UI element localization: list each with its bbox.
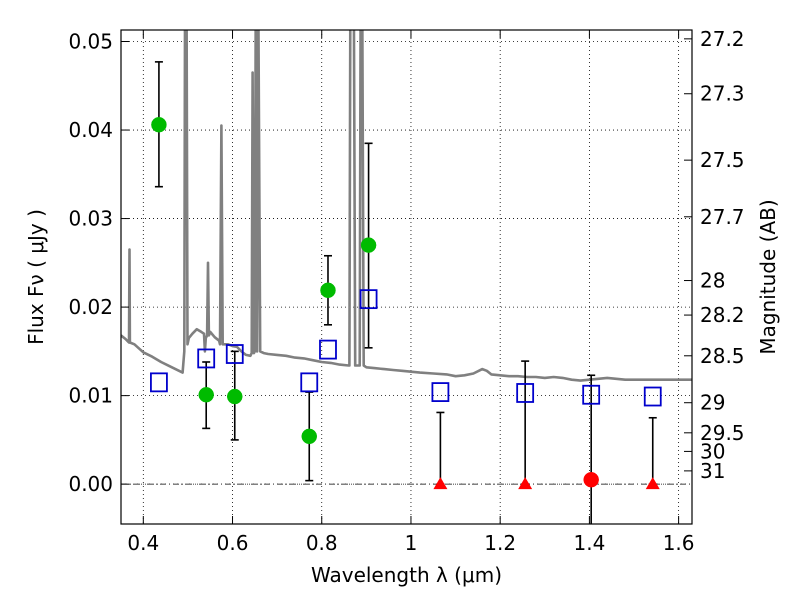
x-tick-label: 1.2 xyxy=(484,531,516,555)
y-tick-label: 0.05 xyxy=(68,30,113,54)
y-axis-label: Flux Fν ( μJy ) xyxy=(24,209,48,345)
y-tick-label: 0.04 xyxy=(68,118,113,142)
right-axis-label: Magnitude (AB) xyxy=(756,199,780,354)
model-photometry-marker xyxy=(516,383,535,403)
data-markers xyxy=(150,116,662,490)
plot-frame xyxy=(120,29,693,525)
x-tick-label: 0.4 xyxy=(127,531,159,555)
model-photometry-marker xyxy=(197,348,216,369)
model-photometry-marker xyxy=(643,386,662,407)
right-axis-tick-label: 29.5 xyxy=(700,421,745,445)
nondetection-marker xyxy=(583,471,599,488)
x-tick-label: 1.6 xyxy=(663,531,695,555)
right-axis-tick-label: 27.2 xyxy=(700,27,745,51)
y-tick-label: 0.00 xyxy=(68,472,113,496)
detection-marker xyxy=(151,116,167,133)
right-axis-tick-label: 27.5 xyxy=(700,148,745,172)
x-axis-label: Wavelength λ (μm) xyxy=(311,563,502,587)
right-axis-tick-label: 27.3 xyxy=(700,82,745,106)
right-axis-tick-label: 31 xyxy=(700,459,725,483)
detection-marker xyxy=(360,237,377,253)
detection-marker xyxy=(320,282,336,299)
upper-limit-marker xyxy=(645,477,660,490)
x-tick-label: 1.4 xyxy=(573,531,605,555)
model-photometry-marker xyxy=(582,384,601,405)
detection-marker xyxy=(227,388,243,405)
x-tick-label: 1 xyxy=(405,531,418,555)
model-photometry-marker xyxy=(431,382,450,402)
right-axis-tick-label: 28.5 xyxy=(700,344,745,368)
right-axis-tick-label: 30 xyxy=(700,439,725,463)
error-bars xyxy=(154,61,657,524)
detection-marker xyxy=(301,428,318,445)
model-photometry-marker xyxy=(359,289,378,310)
model-sed-line xyxy=(121,30,692,382)
y-tick-label: 0.01 xyxy=(68,384,113,408)
x-tick-label: 0.8 xyxy=(306,531,338,555)
right-axis-tick-label: 27.7 xyxy=(700,205,745,229)
detection-marker xyxy=(198,386,214,403)
model-photometry-marker xyxy=(319,339,337,360)
right-axis-tick-label: 28.2 xyxy=(700,303,745,327)
y-tick-label: 0.02 xyxy=(68,295,113,319)
right-axis-tick-label: 28 xyxy=(700,269,725,293)
right-axis-tick-label: 29 xyxy=(700,391,725,415)
model-photometry-marker xyxy=(225,344,244,364)
model-sed-layer xyxy=(121,30,692,382)
upper-limit-marker xyxy=(433,477,448,490)
upper-limit-marker xyxy=(518,477,533,490)
model-photometry-marker xyxy=(150,372,168,393)
x-tick-label: 0.6 xyxy=(217,531,249,555)
y-tick-label: 0.03 xyxy=(68,207,113,231)
model-photometry-marker xyxy=(300,372,319,393)
axis-ticks: 0.4 0.6 0.8 1 1.2 1.4 1.6 0.00 0.01 0.02 0.03 0.04 0… xyxy=(68,27,744,555)
